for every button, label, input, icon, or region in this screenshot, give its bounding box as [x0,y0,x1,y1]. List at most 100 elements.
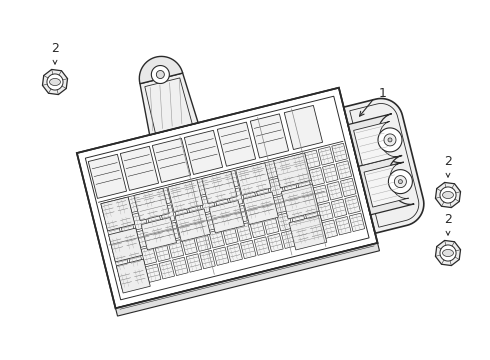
Text: 2: 2 [444,213,452,226]
Polygon shape [318,147,334,165]
Polygon shape [210,174,225,192]
Polygon shape [291,153,307,172]
Polygon shape [343,99,424,233]
Polygon shape [223,170,239,189]
Polygon shape [349,213,365,231]
Polygon shape [182,180,198,199]
Polygon shape [101,197,135,231]
Polygon shape [123,233,139,251]
Polygon shape [191,215,207,234]
Polygon shape [440,245,456,261]
Polygon shape [232,205,247,224]
Polygon shape [169,184,184,202]
Polygon shape [254,237,270,255]
Polygon shape [284,105,322,149]
Polygon shape [295,171,311,189]
Polygon shape [187,198,202,216]
Polygon shape [119,215,134,233]
Polygon shape [205,212,220,230]
Polygon shape [442,249,453,257]
Polygon shape [217,122,256,166]
Polygon shape [196,233,211,251]
Polygon shape [115,198,130,216]
Polygon shape [88,154,126,198]
Polygon shape [282,174,297,193]
Polygon shape [436,183,461,208]
Polygon shape [202,171,237,204]
Polygon shape [322,220,338,238]
Polygon shape [359,156,414,215]
Polygon shape [186,254,202,272]
Polygon shape [378,128,402,152]
Polygon shape [160,205,175,223]
Polygon shape [141,247,157,265]
Polygon shape [364,163,409,207]
Polygon shape [291,209,306,228]
Polygon shape [268,233,283,252]
Polygon shape [250,219,265,238]
Polygon shape [286,192,302,210]
Polygon shape [172,257,188,276]
Polygon shape [110,236,125,254]
Polygon shape [132,212,148,230]
Polygon shape [116,243,379,316]
Polygon shape [175,209,210,242]
Polygon shape [47,74,63,90]
Polygon shape [77,88,378,308]
Polygon shape [114,253,129,272]
Polygon shape [250,114,289,158]
Polygon shape [305,150,320,168]
Text: 2: 2 [51,42,59,55]
Polygon shape [300,188,315,207]
Polygon shape [150,226,166,244]
Polygon shape [277,157,293,175]
Polygon shape [200,251,215,269]
Polygon shape [132,267,147,286]
Polygon shape [336,216,351,235]
Polygon shape [214,191,229,210]
Polygon shape [137,229,152,247]
Polygon shape [264,160,279,179]
Polygon shape [354,121,398,165]
Polygon shape [272,195,288,213]
Polygon shape [250,163,266,182]
Polygon shape [213,247,229,265]
Polygon shape [43,69,68,95]
Polygon shape [105,218,121,237]
Text: 1: 1 [379,87,387,100]
Polygon shape [200,195,216,213]
Polygon shape [101,201,116,219]
Polygon shape [151,66,170,84]
Polygon shape [289,215,327,250]
Polygon shape [245,202,261,220]
Polygon shape [209,230,224,248]
Polygon shape [309,167,324,186]
Polygon shape [259,198,274,217]
Polygon shape [327,181,343,200]
Polygon shape [268,178,284,196]
Polygon shape [318,202,333,221]
Polygon shape [140,73,198,135]
Polygon shape [384,134,396,146]
Polygon shape [146,264,161,282]
Polygon shape [336,161,352,179]
Polygon shape [155,243,170,261]
Polygon shape [440,187,456,203]
Polygon shape [168,180,203,212]
Polygon shape [152,138,191,183]
Polygon shape [142,191,157,209]
Polygon shape [236,223,252,241]
Polygon shape [236,163,271,195]
Polygon shape [243,192,278,224]
Polygon shape [345,196,360,214]
Polygon shape [156,71,164,78]
Polygon shape [322,164,338,183]
Polygon shape [146,208,162,226]
Polygon shape [49,78,60,86]
Polygon shape [196,177,212,195]
Polygon shape [313,185,329,203]
Polygon shape [277,213,293,231]
Polygon shape [237,167,252,185]
Polygon shape [164,222,179,240]
Polygon shape [389,170,413,194]
